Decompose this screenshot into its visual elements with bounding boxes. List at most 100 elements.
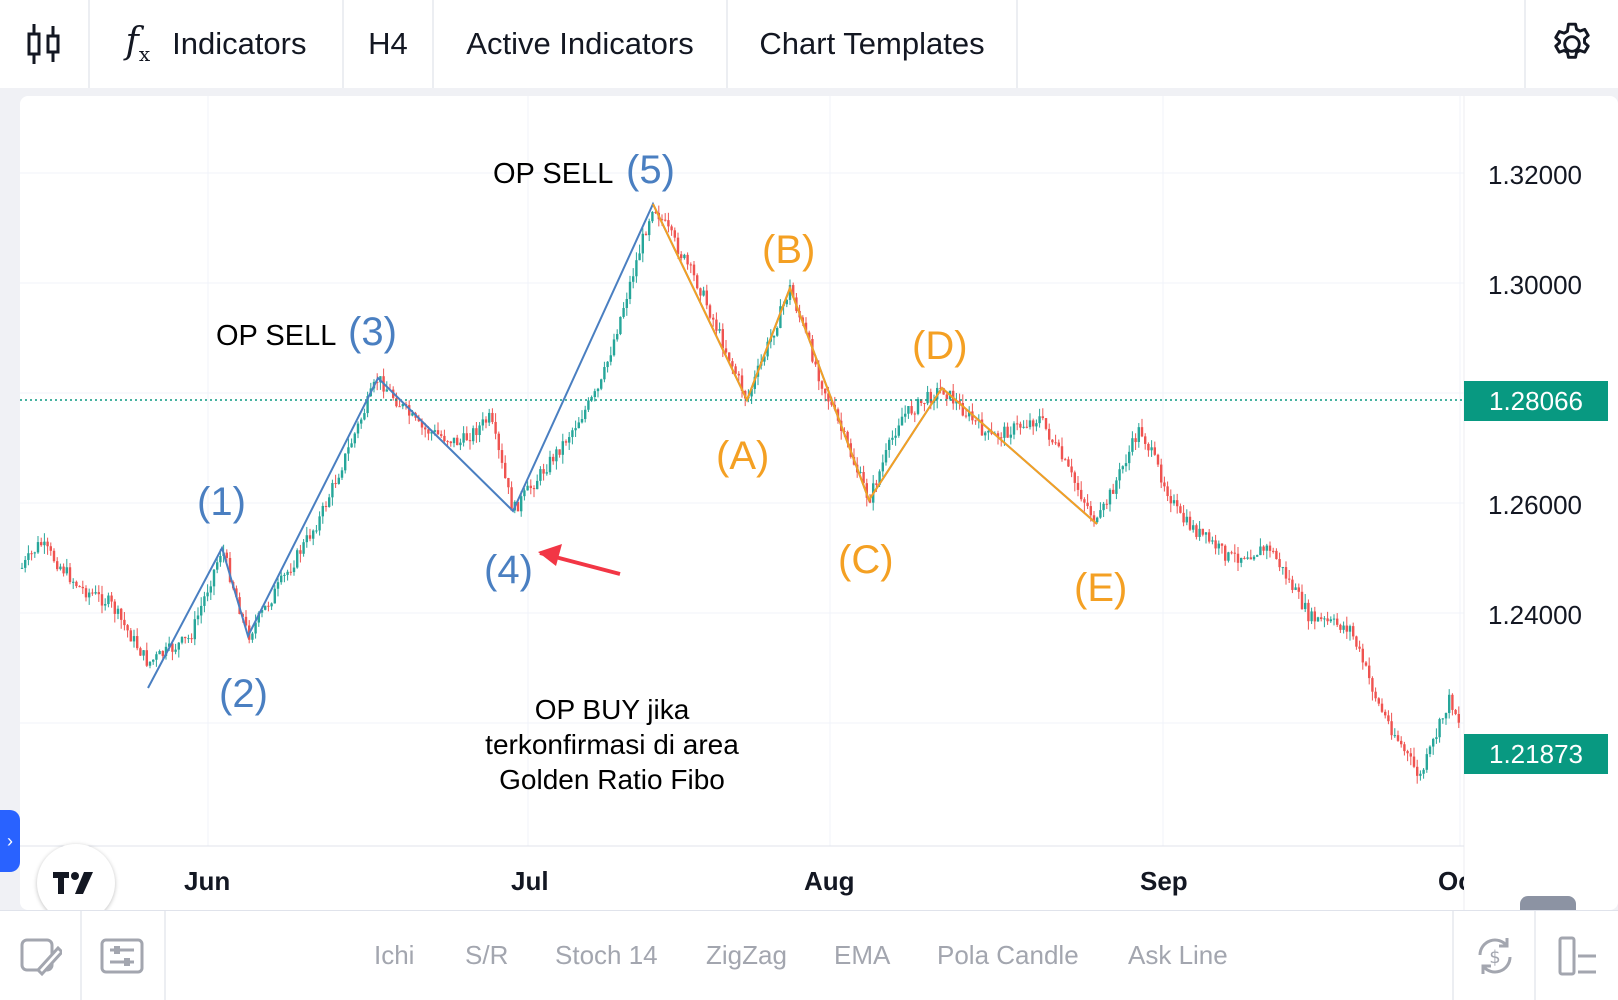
candle-body <box>1425 754 1428 770</box>
op-sell-label: OP SELL <box>216 320 337 352</box>
candle-body <box>136 636 139 649</box>
candle-body <box>539 469 542 481</box>
candle-body <box>276 582 280 589</box>
shortcut-ask-line[interactable]: Ask Line <box>1128 940 1228 970</box>
candle-body <box>315 530 318 532</box>
candle-body <box>1163 482 1166 487</box>
candle-body <box>894 435 897 438</box>
timeframe-button[interactable]: H4 <box>344 0 434 88</box>
chart-templates-button[interactable]: Chart Templates <box>728 0 1018 88</box>
candle-body <box>1057 442 1060 447</box>
candle-body <box>1182 512 1185 523</box>
candle-body <box>1009 434 1012 438</box>
wave-d-label: (D) <box>912 324 968 368</box>
candle-body <box>676 237 680 255</box>
candle-body <box>494 421 497 434</box>
candle-body <box>312 530 315 539</box>
candle-body <box>1374 691 1377 699</box>
annotation-arrow-head <box>538 544 562 566</box>
candle-body <box>808 332 811 339</box>
price-chart[interactable] <box>0 88 1618 910</box>
shortcut-zigzag[interactable]: ZigZag <box>706 940 787 970</box>
candle-body <box>228 557 232 582</box>
candle-body <box>670 226 673 231</box>
candle-body <box>1390 721 1393 736</box>
candle-body <box>200 605 203 616</box>
candle-body <box>1217 543 1220 549</box>
candle-body <box>148 661 152 666</box>
indicators-button[interactable]: fx Indicators <box>90 0 344 88</box>
candle-body <box>964 415 968 417</box>
price-label: 1.24000 <box>1488 600 1582 630</box>
chart-type-button[interactable] <box>0 0 90 88</box>
candle-body <box>1028 420 1032 428</box>
sliders-icon <box>100 938 144 973</box>
candle-body <box>30 553 33 555</box>
shortcut-ichi[interactable]: Ichi <box>374 940 415 970</box>
candle-body <box>1448 694 1451 714</box>
shortcut-pola-candle[interactable]: Pola Candle <box>937 940 1079 970</box>
settings-button[interactable] <box>1524 0 1618 88</box>
drawing-tool-button[interactable] <box>0 911 82 1000</box>
templates-button[interactable] <box>80 911 166 1000</box>
candle-body <box>555 449 558 462</box>
candle-body <box>1019 423 1022 428</box>
shortcut-ema[interactable]: EMA <box>834 940 891 970</box>
candle-body <box>1060 446 1064 460</box>
candle-body <box>692 264 696 276</box>
layout-button[interactable] <box>1534 911 1618 1000</box>
candle-body <box>1432 738 1435 747</box>
candle-body <box>619 316 622 335</box>
side-panel-toggle[interactable]: › <box>0 810 20 872</box>
candle-body <box>712 317 715 320</box>
candle-body <box>644 233 648 236</box>
candle-body <box>1150 447 1153 451</box>
candle-body <box>609 355 612 362</box>
candle-body <box>884 449 888 463</box>
shortcut-sr[interactable]: S/R <box>465 940 509 970</box>
active-indicators-label: Active Indicators <box>466 26 694 61</box>
candle-body <box>488 412 491 423</box>
candle-body <box>638 253 641 261</box>
candle-body <box>299 550 302 554</box>
candle-body <box>830 401 833 405</box>
date-label: Aug <box>804 866 855 896</box>
candle-body <box>260 609 264 613</box>
candle-body <box>126 625 129 631</box>
tradingview-logo[interactable] <box>37 844 115 922</box>
active-indicators-button[interactable]: Active Indicators <box>434 0 728 88</box>
tv-logo-icon <box>53 872 93 894</box>
candle-body <box>1064 459 1067 461</box>
candle-body <box>654 211 657 213</box>
candle-body <box>107 595 110 605</box>
candle-body <box>1016 423 1019 425</box>
candle-body <box>1320 617 1323 620</box>
candle-body <box>1291 579 1294 590</box>
chart-area[interactable]: 1.32000 1.30000 1.26000 1.24000 1.28066 … <box>0 88 1618 992</box>
candle-body <box>296 550 299 568</box>
candle-body <box>1329 619 1332 622</box>
candle-body <box>43 541 46 546</box>
candle-body <box>875 483 878 485</box>
candle-body <box>56 561 59 570</box>
candle-body <box>270 603 273 607</box>
candle-body <box>1387 715 1390 722</box>
candle-body <box>1035 423 1038 427</box>
candle-body <box>526 485 529 491</box>
candle-body <box>324 505 328 507</box>
candle-body <box>1384 711 1387 716</box>
candle-body <box>1121 466 1124 470</box>
candle-body <box>792 285 795 298</box>
candle-body <box>907 406 910 414</box>
op-sell-label: OP SELL <box>493 158 614 190</box>
candle-body <box>1246 557 1249 559</box>
candle-body <box>184 636 187 639</box>
candle-body <box>980 419 984 436</box>
candle-body <box>913 413 916 415</box>
candle-body <box>1128 451 1131 464</box>
sync-button[interactable]: $ <box>1452 911 1536 1000</box>
candle-body <box>1080 489 1083 500</box>
candle-body <box>443 435 446 442</box>
candle-body <box>318 516 321 531</box>
shortcut-stoch[interactable]: Stoch 14 <box>555 940 658 970</box>
